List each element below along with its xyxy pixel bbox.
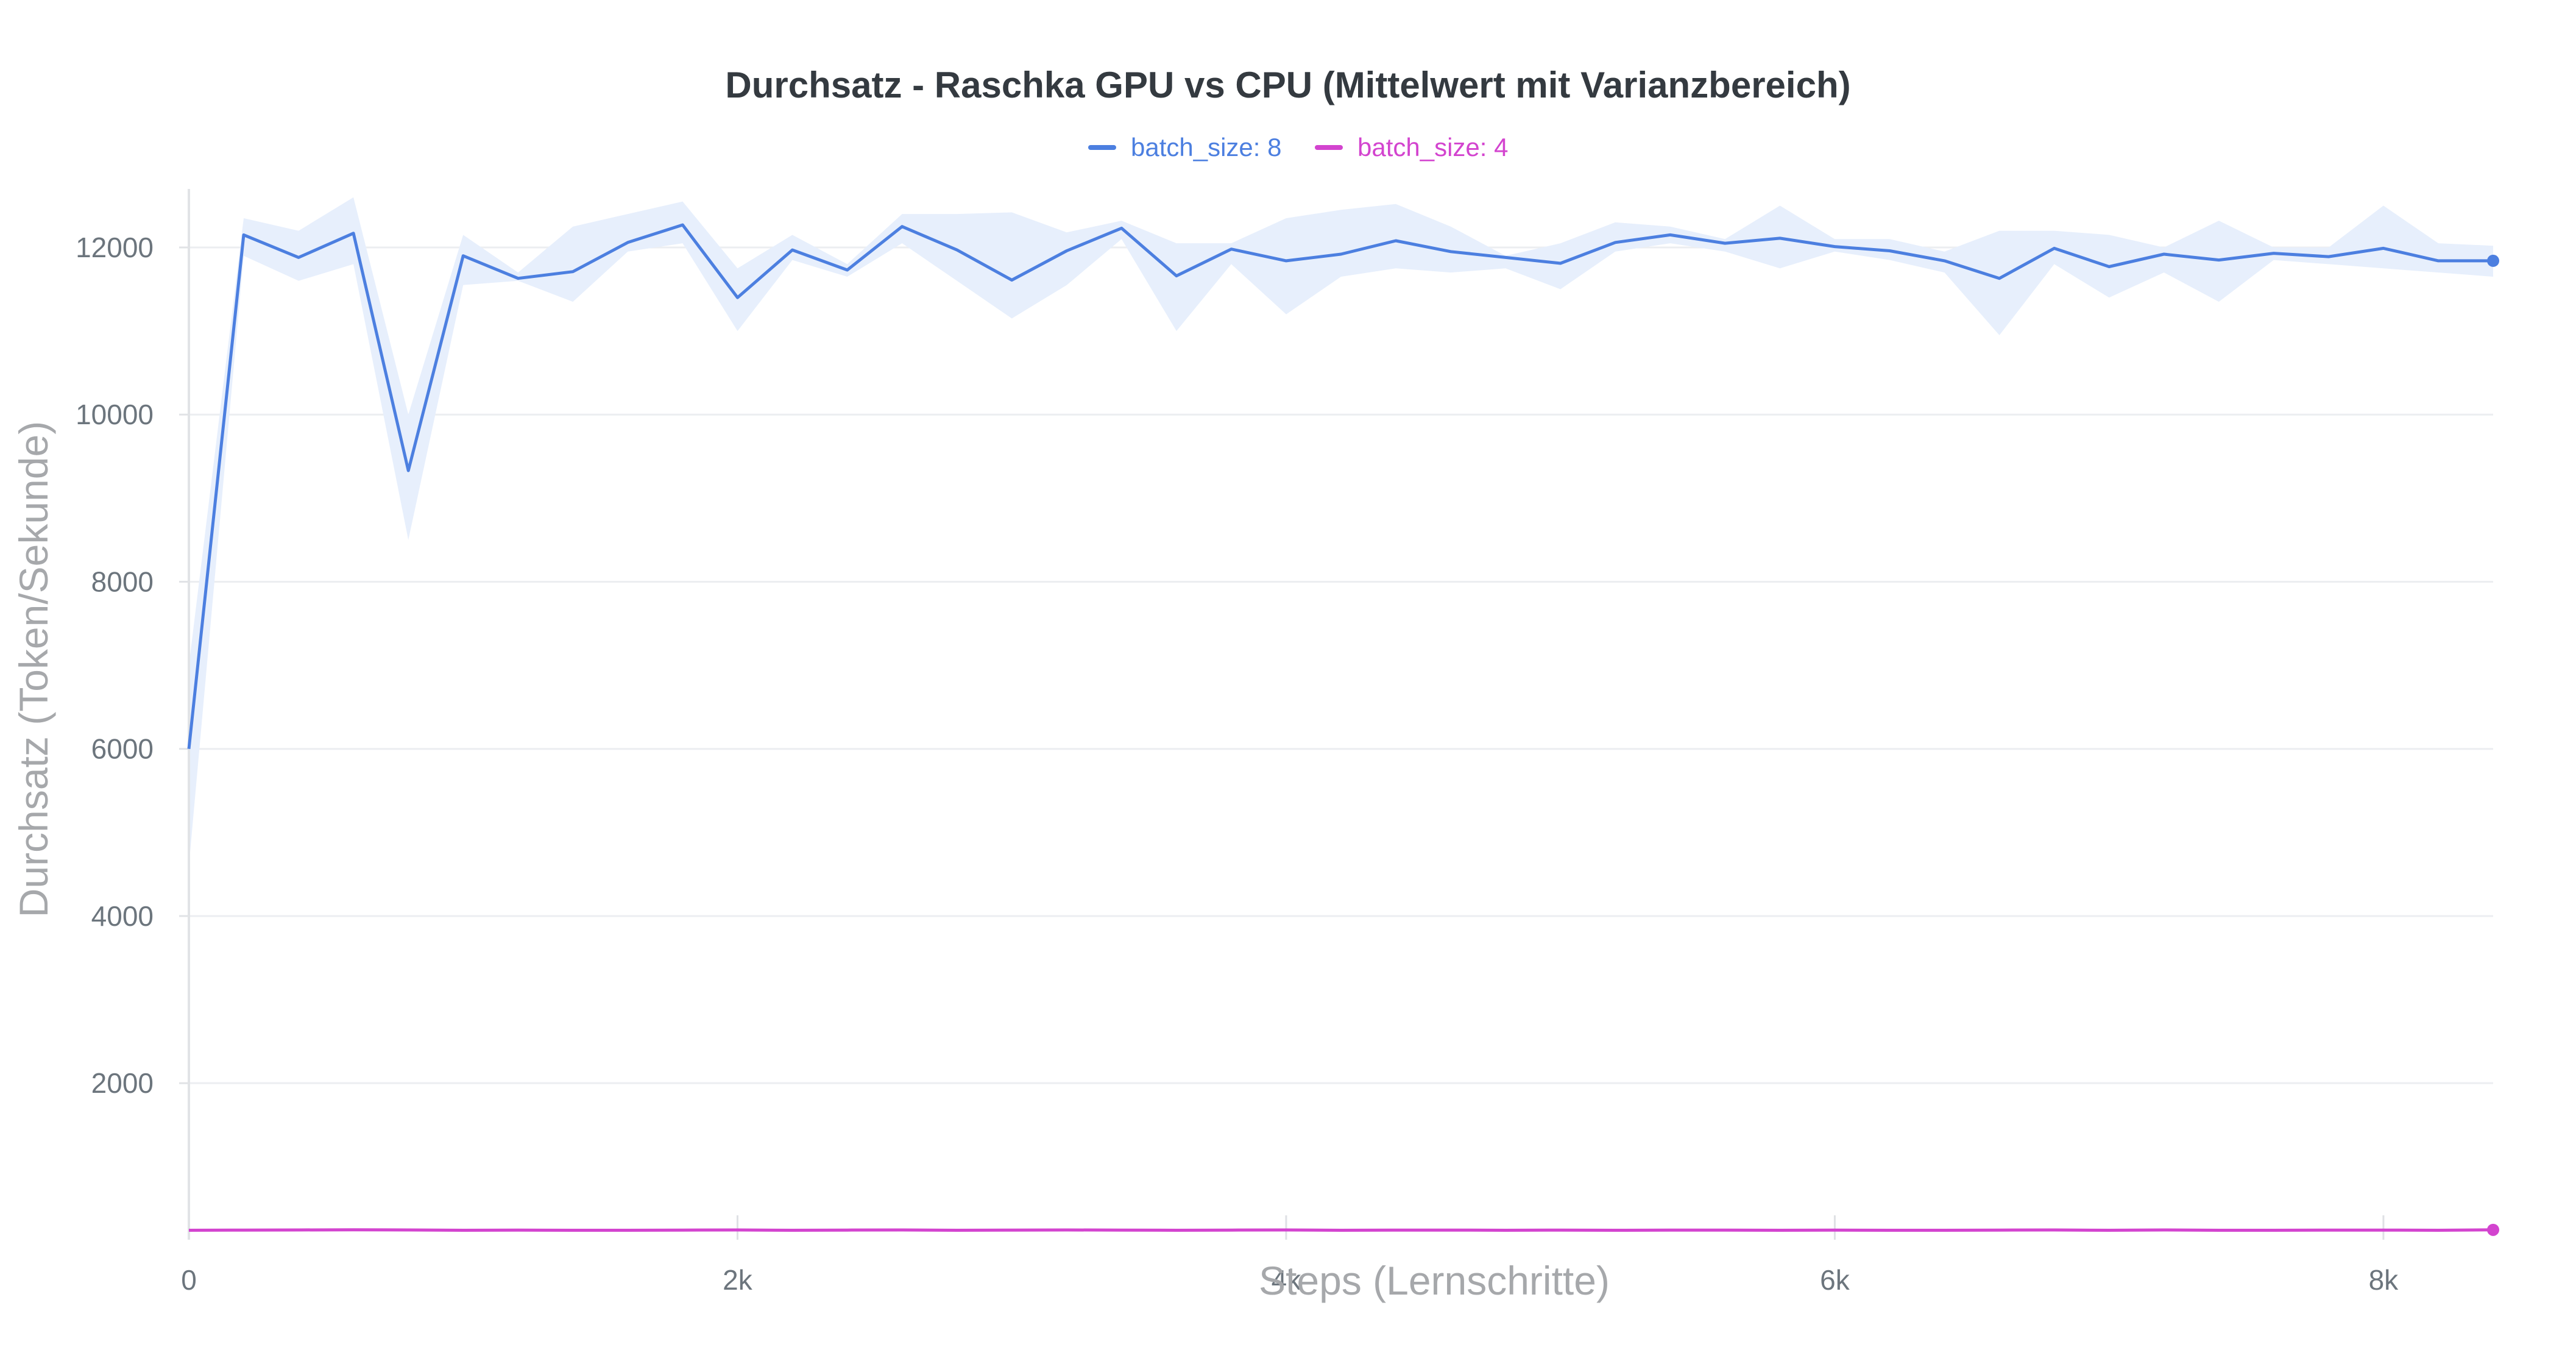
legend-label: batch_size: 4 — [1357, 133, 1509, 162]
variance-bands — [189, 197, 2493, 1232]
y-tick-label: 10000 — [76, 399, 154, 430]
y-tick-label: 2000 — [91, 1067, 154, 1099]
series-line-0 — [187, 223, 2493, 749]
chart-title: Durchsatz - Raschka GPU vs CPU (Mittelwe… — [725, 65, 1850, 105]
tick-labels: 2000 4000 6000 8000 10000 12000 0 2k 4k 6k 8k — [76, 232, 2399, 1296]
series-lines — [187, 223, 2499, 1236]
series-line-1 — [188, 1228, 2494, 1232]
x-tick-label: 0 — [181, 1264, 197, 1296]
x-axis-label: Steps (Lernschritte) — [1259, 1258, 1610, 1303]
series-end-marker — [2487, 1223, 2499, 1236]
y-tick-label: 12000 — [76, 232, 154, 263]
series-end-marker — [2487, 254, 2499, 267]
legend-label: batch_size: 8 — [1131, 133, 1282, 162]
grid-lines — [189, 246, 2493, 1084]
y-tick-label: 8000 — [91, 566, 154, 597]
x-tick-label: 4k — [1272, 1264, 1302, 1296]
x-tick-label: 2k — [723, 1264, 753, 1296]
y-tick-label: 4000 — [91, 900, 154, 932]
x-tick-label: 8k — [2369, 1264, 2399, 1296]
y-axis-label: Durchsatz (Token/Sekunde) — [11, 421, 56, 917]
axes — [179, 189, 2385, 1240]
y-tick-label: 6000 — [91, 733, 154, 765]
x-tick-label: 6k — [1820, 1264, 1850, 1296]
variance-band-0 — [189, 197, 2493, 866]
legend: batch_size: 8 batch_size: 4 — [1088, 133, 1509, 162]
